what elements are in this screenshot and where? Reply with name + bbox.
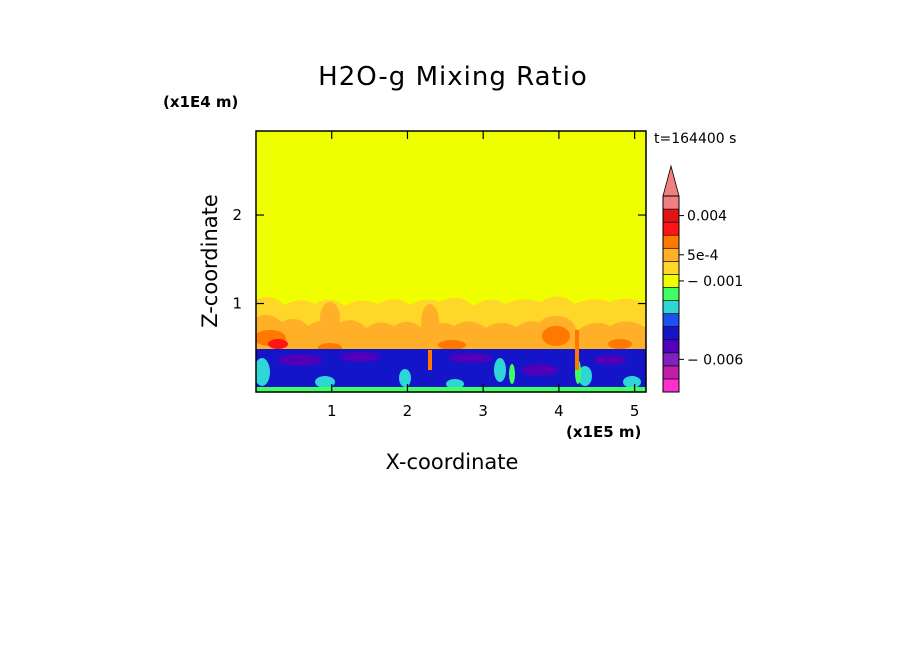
- x-axis-ticks: 1 2 3 4 5: [327, 131, 639, 420]
- y-axis-label: Z-coordinate: [198, 194, 222, 328]
- x-axis-label: X-coordinate: [386, 450, 519, 474]
- plot-frame: [255, 130, 647, 393]
- y-axis-ticks: 12: [232, 206, 646, 313]
- colorbar-band: [662, 326, 680, 341]
- x-tick-label: 3: [478, 402, 488, 420]
- colorbar-band: [662, 300, 680, 314]
- colorbar-label: 5e-4: [687, 248, 719, 264]
- y-unit-label: (x1E4 m): [163, 93, 238, 111]
- y-tick-label: 1: [232, 295, 242, 313]
- x-tick-label: 2: [403, 402, 413, 420]
- mixing-layer-dark: [256, 302, 646, 360]
- colorbar-label: 0.004: [687, 209, 727, 225]
- colorbar-band: [662, 313, 680, 327]
- x-tick-label: 4: [554, 402, 564, 420]
- boundary-layer-detail: [278, 352, 626, 376]
- colorbar-label: − 0.001: [687, 274, 743, 290]
- colorbar-band: [662, 261, 680, 275]
- colorbar-band: [662, 365, 680, 380]
- x-unit-label: (x1E5 m): [566, 423, 641, 441]
- colorbar-band: [662, 352, 680, 367]
- time-label: t=164400 s: [654, 131, 736, 147]
- colorbar-band: [662, 195, 680, 210]
- colorbar-label: − 0.006: [687, 352, 743, 368]
- y-tick-label: 2: [232, 206, 242, 224]
- chart-title: H2O-g Mixing Ratio: [318, 62, 588, 92]
- colorbar-frame: [662, 195, 680, 393]
- colorbar-band: [662, 339, 680, 354]
- colorbar-band: [662, 378, 680, 393]
- colorbar: 0.004 5e-4 − 0.001 − 0.006: [662, 164, 743, 393]
- colorbar-band: [662, 208, 680, 223]
- colorbar-band: [662, 234, 680, 249]
- colorbar-band: [662, 221, 680, 236]
- x-tick-label: 5: [630, 402, 640, 420]
- plot-field: [256, 131, 646, 392]
- colorbar-band: [662, 287, 680, 301]
- colorbar-band: [662, 274, 680, 288]
- x-tick-label: 1: [327, 402, 337, 420]
- colorbar-band: [662, 247, 680, 262]
- colorbar-arrow: [662, 164, 680, 197]
